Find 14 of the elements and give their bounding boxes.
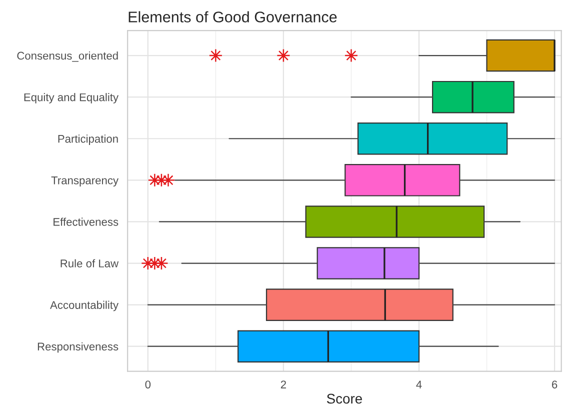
y-tick-label: Responsiveness [38,342,118,353]
chart-title: Elements of Good Governance [128,11,337,22]
y-tick-label: Rule of Law [60,259,119,268]
x-tick-label: 4 [416,380,422,388]
y-tick-label: Effectiveness [54,218,118,226]
x-tick-label: 6 [552,380,558,388]
y-tick-label: Participation [58,134,118,145]
y-tick-label: Transparency [51,176,119,186]
x-tick-label: 0 [145,380,151,388]
y-tick-label: Accountability [50,300,119,312]
x-axis-title: Score [326,394,362,404]
y-tick-label: Equity and Equality [24,93,119,104]
x-tick-label: 2 [280,380,286,388]
y-tick-label: Consensus_oriented [17,52,118,62]
